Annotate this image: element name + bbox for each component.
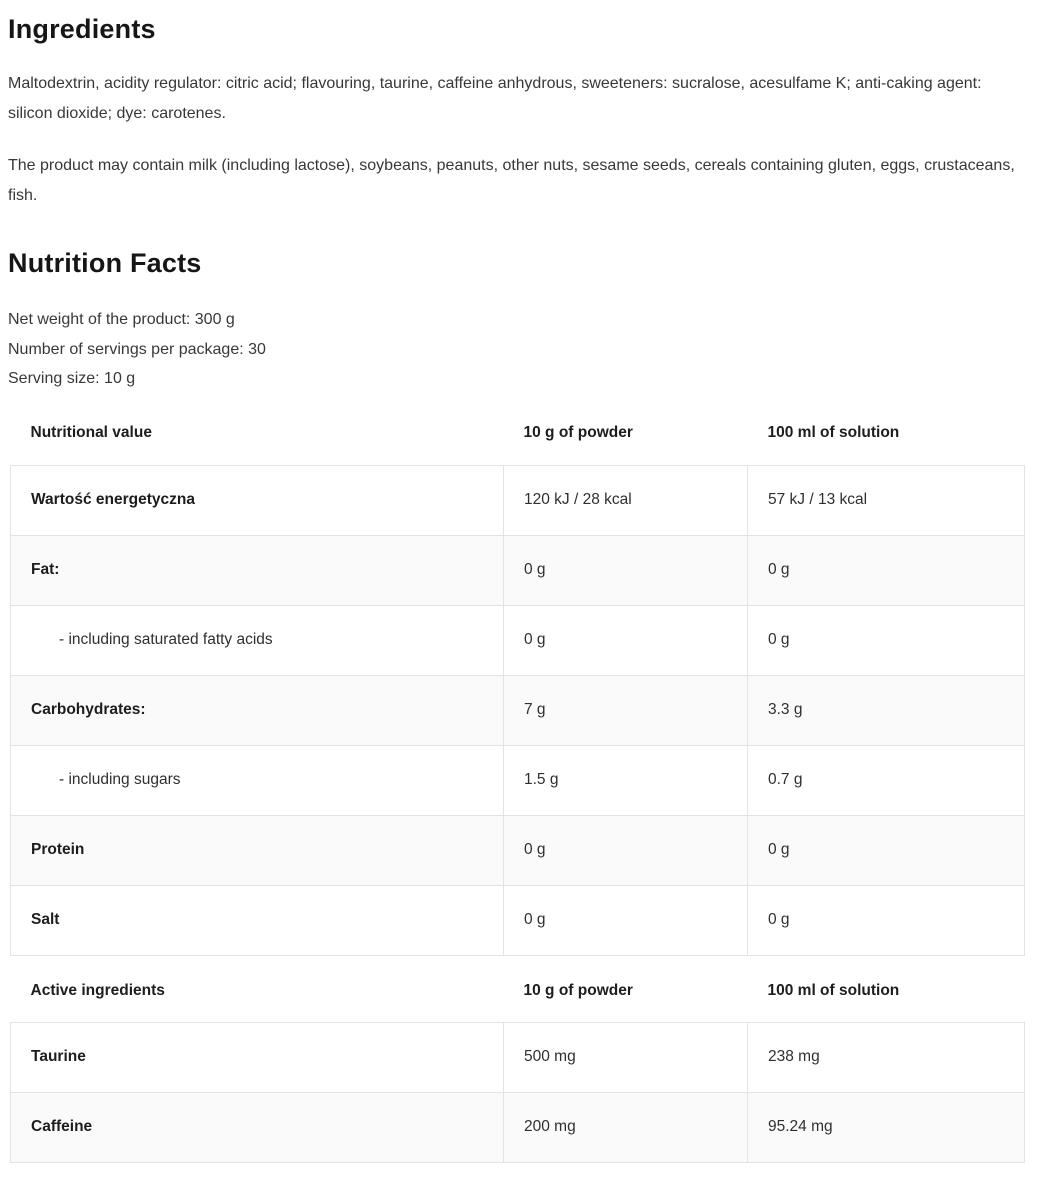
row-value-solution: 3.3 g <box>747 674 1025 746</box>
nutrition-facts-title: Nutrition Facts <box>8 248 202 278</box>
table-row: Salt 0 g 0 g <box>10 884 1025 956</box>
column-header-active-ingredients: Active ingredients <box>10 955 504 1022</box>
row-value-solution: 0 g <box>747 884 1025 956</box>
row-label: Carbohydrates: <box>10 674 504 746</box>
row-value-powder: 0 g <box>503 604 748 676</box>
row-value-powder: 500 mg <box>503 1021 748 1093</box>
row-label: Protein <box>10 814 504 886</box>
row-value-solution: 0 g <box>747 534 1025 606</box>
ingredients-title: Ingredients <box>8 14 156 44</box>
table-row: - including saturated fatty acids 0 g 0 … <box>10 604 1025 676</box>
table-row: Fat: 0 g 0 g <box>10 534 1025 606</box>
row-label: Salt <box>10 884 504 956</box>
table-row: Wartość energetyczna 120 kJ / 28 kcal 57… <box>10 464 1025 536</box>
serving-size-line: Serving size: 10 g <box>8 370 136 387</box>
ingredients-paragraph: Maltodextrin, acidity regulator: citric … <box>8 75 982 122</box>
table-row: Taurine 500 mg 238 mg <box>10 1021 1025 1093</box>
row-value-powder: 200 mg <box>503 1091 748 1163</box>
net-weight-line: Net weight of the product: 300 g <box>8 311 235 328</box>
row-value-powder: 1.5 g <box>503 744 748 816</box>
row-label: Caffeine <box>10 1091 504 1163</box>
row-value-powder: 120 kJ / 28 kcal <box>503 464 748 536</box>
column-header-solution: 100 ml of solution <box>747 955 1025 1022</box>
nutritional-value-table: Nutritional value 10 g of powder 100 ml … <box>10 393 1025 956</box>
table-row: - including sugars 1.5 g 0.7 g <box>10 744 1025 816</box>
package-meta: Net weight of the product: 300 g Number … <box>8 305 1024 394</box>
row-value-solution: 95.24 mg <box>747 1091 1025 1163</box>
row-label: Wartość energetyczna <box>10 464 504 536</box>
row-label-sub: - including saturated fatty acids <box>10 604 504 676</box>
table-header-row: Nutritional value 10 g of powder 100 ml … <box>10 393 1025 465</box>
row-value-powder: 0 g <box>503 884 748 956</box>
allergen-paragraph: The product may contain milk (including … <box>8 157 1015 204</box>
active-ingredients-table: Active ingredients 10 g of powder 100 ml… <box>10 955 1025 1163</box>
row-value-solution: 0.7 g <box>747 744 1025 816</box>
row-value-powder: 0 g <box>503 814 748 886</box>
column-header-solution: 100 ml of solution <box>747 393 1025 465</box>
row-value-solution: 0 g <box>747 604 1025 676</box>
row-value-powder: 0 g <box>503 534 748 606</box>
column-header-powder: 10 g of powder <box>503 955 748 1022</box>
servings-line: Number of servings per package: 30 <box>8 340 266 358</box>
row-label-sub: - including sugars <box>10 744 504 816</box>
row-value-solution: 238 mg <box>747 1021 1025 1093</box>
table-row: Protein 0 g 0 g <box>10 814 1025 886</box>
row-label: Fat: <box>10 534 504 606</box>
row-value-powder: 7 g <box>503 674 748 746</box>
column-header-nutritional-value: Nutritional value <box>10 393 504 465</box>
table-header-row: Active ingredients 10 g of powder 100 ml… <box>10 955 1025 1022</box>
table-row: Caffeine 200 mg 95.24 mg <box>10 1091 1025 1163</box>
row-value-solution: 57 kJ / 13 kcal <box>747 464 1025 536</box>
row-value-solution: 0 g <box>747 814 1025 886</box>
table-row: Carbohydrates: 7 g 3.3 g <box>10 674 1025 746</box>
column-header-powder: 10 g of powder <box>503 393 748 465</box>
row-label: Taurine <box>10 1021 504 1093</box>
